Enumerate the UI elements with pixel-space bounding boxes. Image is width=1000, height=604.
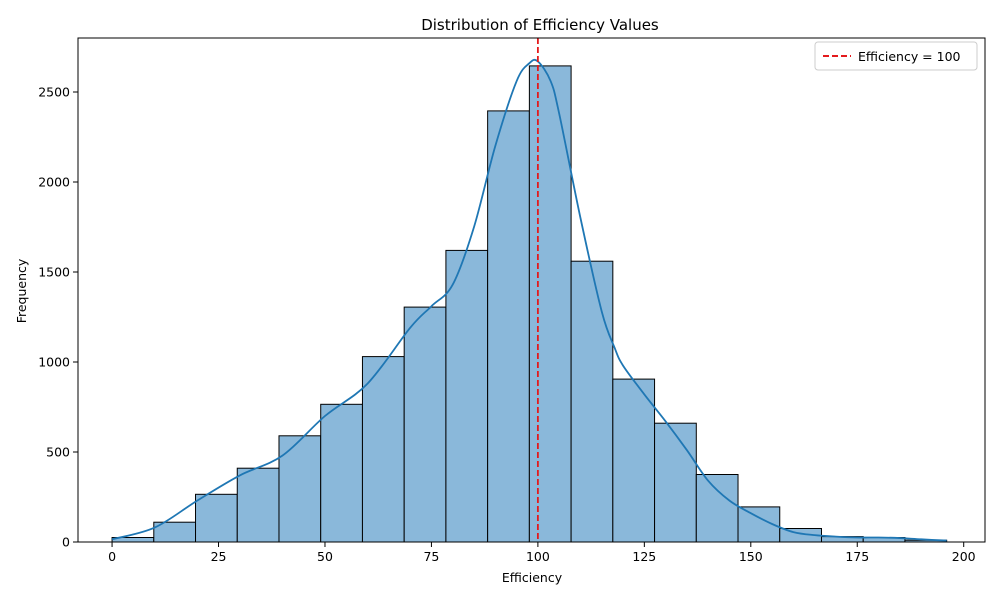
histogram-bar <box>445 249 489 543</box>
histogram-bar <box>361 356 405 543</box>
histogram-bar <box>612 378 656 543</box>
histogram-bar <box>695 474 739 543</box>
histogram-bar <box>320 403 363 543</box>
histogram-bar <box>528 65 572 543</box>
ticks-layer: 0 25 50 75 100 125 150 175 200050010001500200025… <box>38 85 975 565</box>
x-tick-label: 25 <box>211 549 227 564</box>
kde-layer <box>111 58 947 542</box>
histogram-bar <box>487 110 530 543</box>
x-tick-label: 200 <box>952 549 976 564</box>
legend-box <box>814 41 978 71</box>
axes-layer <box>77 37 986 543</box>
x-tick-label: 50 <box>317 549 333 564</box>
histogram-bar <box>195 493 238 543</box>
x-tick-label: 175 <box>845 549 869 564</box>
x-tick-label: 75 <box>423 549 439 564</box>
y-tick-label: 2500 <box>38 85 70 100</box>
x-tick-label: 0 <box>108 549 116 564</box>
histogram-bar <box>278 435 322 543</box>
histogram-bar <box>570 260 614 543</box>
x-tick-label: 100 <box>526 549 550 564</box>
x-axis-label: Efficiency <box>502 570 563 585</box>
y-tick-label: 1000 <box>38 355 70 370</box>
y-tick-label: 0 <box>62 535 70 550</box>
bars-layer <box>111 65 948 543</box>
histogram-bar <box>403 306 447 543</box>
legend: Efficiency = 100 <box>814 41 978 71</box>
y-axis-label: Frequency <box>14 258 29 323</box>
x-tick-label: 125 <box>632 549 656 564</box>
histogram-bar <box>236 467 280 543</box>
y-tick-label: 500 <box>46 445 70 460</box>
legend-label: Efficiency = 100 <box>858 49 961 64</box>
histogram-bar <box>654 422 697 543</box>
x-tick-label: 150 <box>739 549 763 564</box>
y-tick-label: 2000 <box>38 175 70 190</box>
plot-frame <box>77 37 986 543</box>
y-tick-label: 1500 <box>38 265 70 280</box>
kde-curve <box>111 58 947 542</box>
chart-title: Distribution of Efficiency Values <box>421 16 659 34</box>
